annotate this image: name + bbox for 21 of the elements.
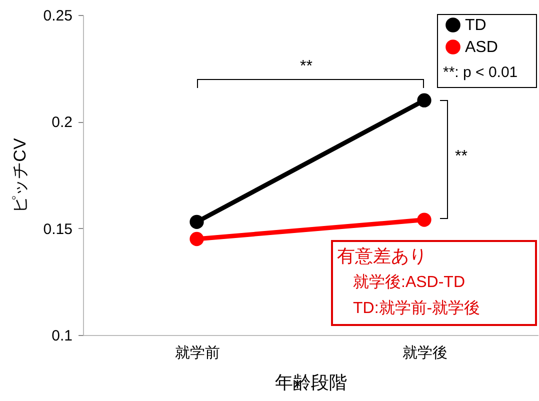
y-tick-label: 0.1: [52, 328, 72, 344]
annotation: 有意差あり: [337, 245, 427, 268]
legend-label: ASD: [465, 39, 498, 56]
y-tick-label: 0.2: [52, 114, 72, 132]
y-tick-label: 0.25: [43, 8, 72, 24]
y-tick-label: 0.15: [43, 220, 72, 238]
annotation: **: [300, 58, 312, 76]
x-tick-label: 就学前: [174, 344, 220, 362]
annotation: **: p < 0.01: [443, 64, 518, 81]
point: [417, 212, 432, 227]
point: [190, 214, 204, 229]
point: [417, 93, 432, 108]
annotation: 就学後:ASD-TD: [353, 272, 465, 293]
x-tick-label: 就学後: [402, 344, 448, 362]
y-axis-title: ピッチCV: [10, 138, 30, 213]
legend-label: TD: [465, 17, 486, 34]
point: [190, 232, 204, 246]
annotation: TD:就学前-就学後: [353, 298, 480, 319]
annotation: **: [455, 148, 468, 166]
note-box: 有意差あり 就学後:ASD-TD TD:就学前-就学後: [331, 240, 537, 326]
x-axis-title: 年齢段階: [275, 372, 347, 392]
